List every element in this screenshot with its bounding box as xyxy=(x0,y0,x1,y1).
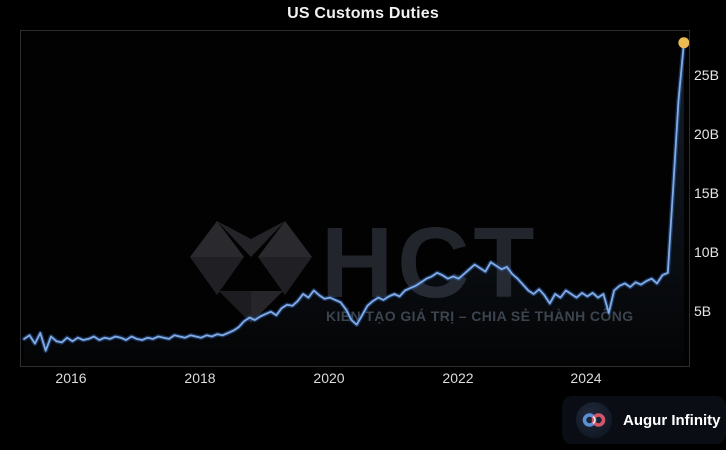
y-axis-labels: 5B 10B 15B 20B 25B xyxy=(694,30,726,367)
x-tick-label: 2018 xyxy=(184,370,216,386)
x-tick-label: 2022 xyxy=(442,370,474,386)
augur-infinity-badge: Augur Infinity xyxy=(562,396,726,444)
brand-name-label: Augur Infinity xyxy=(623,411,721,429)
chart-frame: HCT KIẾN TẠO GIÁ TRỊ – CHIA SẺ THÀNH CÔN… xyxy=(20,30,690,367)
x-axis-labels: 2016 2018 2020 2022 2024 xyxy=(20,370,690,390)
hct-diamond-logo-icon xyxy=(190,221,312,323)
chart-title: US Customs Duties xyxy=(287,5,439,22)
infinity-icon xyxy=(576,402,612,438)
x-tick-label: 2024 xyxy=(570,370,602,386)
y-tick-label: 20B xyxy=(694,126,719,142)
duties-line-chart xyxy=(21,37,689,366)
x-tick-label: 2020 xyxy=(313,370,345,386)
duties-series-line xyxy=(23,41,685,352)
y-tick-label: 15B xyxy=(694,185,719,201)
y-tick-label: 10B xyxy=(694,244,719,260)
endpoint-dot xyxy=(678,37,689,49)
area-fill xyxy=(24,42,684,366)
y-tick-label: 5B xyxy=(694,303,712,319)
x-tick-label: 2016 xyxy=(55,370,87,386)
y-tick-label: 25B xyxy=(694,67,719,83)
